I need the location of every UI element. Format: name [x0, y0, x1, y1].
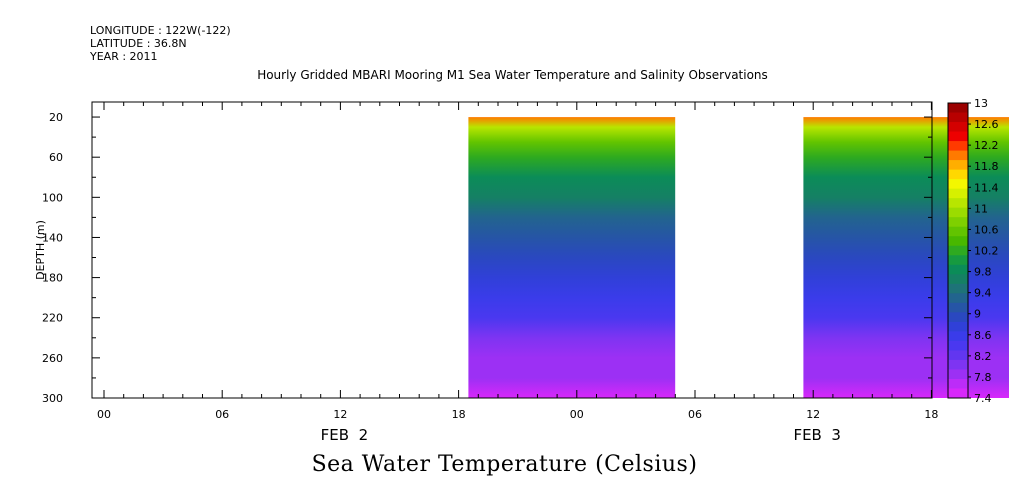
colorbar-title: Sea Water Temperature (Celsius): [311, 452, 698, 477]
x-tick-label: 12: [333, 408, 347, 421]
colorbar-swatch: [948, 179, 968, 190]
colorbar-label: 13: [974, 97, 988, 110]
x-tick-label: 06: [688, 408, 702, 421]
colorbar-swatch: [948, 369, 968, 380]
x-tick-label: 18: [924, 408, 938, 421]
y-tick-label: 180: [42, 272, 63, 285]
chart-title: Hourly Gridded MBARI Mooring M1 Sea Wate…: [257, 68, 768, 82]
colorbar-label: 8.2: [974, 350, 992, 363]
colorbar-swatch: [948, 340, 968, 351]
colorbar-swatch: [948, 283, 968, 294]
colorbar-swatch: [948, 321, 968, 332]
colorbar-label: 7.4: [974, 392, 992, 405]
colorbar-swatch: [948, 274, 968, 285]
plot-frame: [91, 101, 933, 399]
colorbar-swatch: [948, 188, 968, 199]
x-tick-label: 00: [97, 408, 111, 421]
colorbar-swatch: [948, 245, 968, 256]
colorbar-swatch: [948, 331, 968, 342]
colorbar-swatch: [948, 236, 968, 247]
colorbar-label: 9: [974, 308, 981, 321]
metadata-block: LONGITUDE : 122W(-122) LATITUDE : 36.8N …: [90, 24, 231, 63]
latitude-label: LATITUDE : 36.8N: [90, 37, 187, 50]
y-tick-label: 20: [49, 111, 63, 124]
colorbar-swatch: [948, 198, 968, 209]
colorbar-swatch: [948, 160, 968, 171]
colorbar-swatch: [948, 302, 968, 313]
colorbar-label: 11.4: [974, 181, 999, 194]
data-segment-0: [468, 117, 676, 398]
colorbar-label: 7.8: [974, 371, 992, 384]
y-tick-label: 100: [42, 191, 63, 204]
colorbar-label: 11.8: [974, 160, 999, 173]
colorbar-swatch: [948, 378, 968, 389]
colorbar-label: 12.6: [974, 118, 999, 131]
colorbar-swatch: [948, 312, 968, 323]
colorbar-swatch: [948, 388, 968, 399]
y-tick-label: 300: [42, 392, 63, 405]
longitude-label: LONGITUDE : 122W(-122): [90, 24, 231, 37]
colorbar-swatch: [948, 141, 968, 152]
colorbar-swatch: [948, 169, 968, 180]
x-day-label: FEB 3: [793, 426, 840, 444]
colorbar-label: 8.6: [974, 329, 992, 342]
colorbar-swatch: [948, 255, 968, 266]
y-tick-label: 260: [42, 352, 63, 365]
year-label: YEAR : 2011: [90, 50, 158, 63]
colorbar-swatch: [948, 150, 968, 161]
y-tick-label: 60: [49, 151, 63, 164]
x-tick-label: 12: [806, 408, 820, 421]
colorbar-swatch: [948, 359, 968, 370]
colorbar-label: 9.8: [974, 266, 992, 279]
colorbar-label: 11: [974, 202, 988, 215]
colorbar-swatch: [948, 112, 968, 123]
colorbar-swatch: [948, 103, 968, 114]
colorbar-swatch: [948, 207, 968, 218]
data-segment-1: [803, 117, 1009, 398]
colorbar-label: 10.6: [974, 223, 999, 236]
colorbar-label: 10.2: [974, 245, 999, 258]
colorbar-swatch: [948, 122, 968, 133]
y-tick-label: 220: [42, 312, 63, 325]
x-tick-label: 06: [215, 408, 229, 421]
colorbar-swatch: [948, 131, 968, 142]
colorbar-swatch: [948, 226, 968, 237]
colorbar-label: 9.4: [974, 287, 992, 300]
x-tick-label: 18: [452, 408, 466, 421]
x-day-label: FEB 2: [321, 426, 368, 444]
colorbar-swatch: [948, 264, 968, 275]
y-axis-label: DEPTH (m): [34, 220, 47, 280]
y-tick-label: 140: [42, 231, 63, 244]
colorbar-swatch: [948, 293, 968, 304]
colorbar-swatch: [948, 217, 968, 228]
colorbar-swatch: [948, 350, 968, 361]
colorbar-label: 12.2: [974, 139, 999, 152]
x-tick-label: 00: [570, 408, 584, 421]
